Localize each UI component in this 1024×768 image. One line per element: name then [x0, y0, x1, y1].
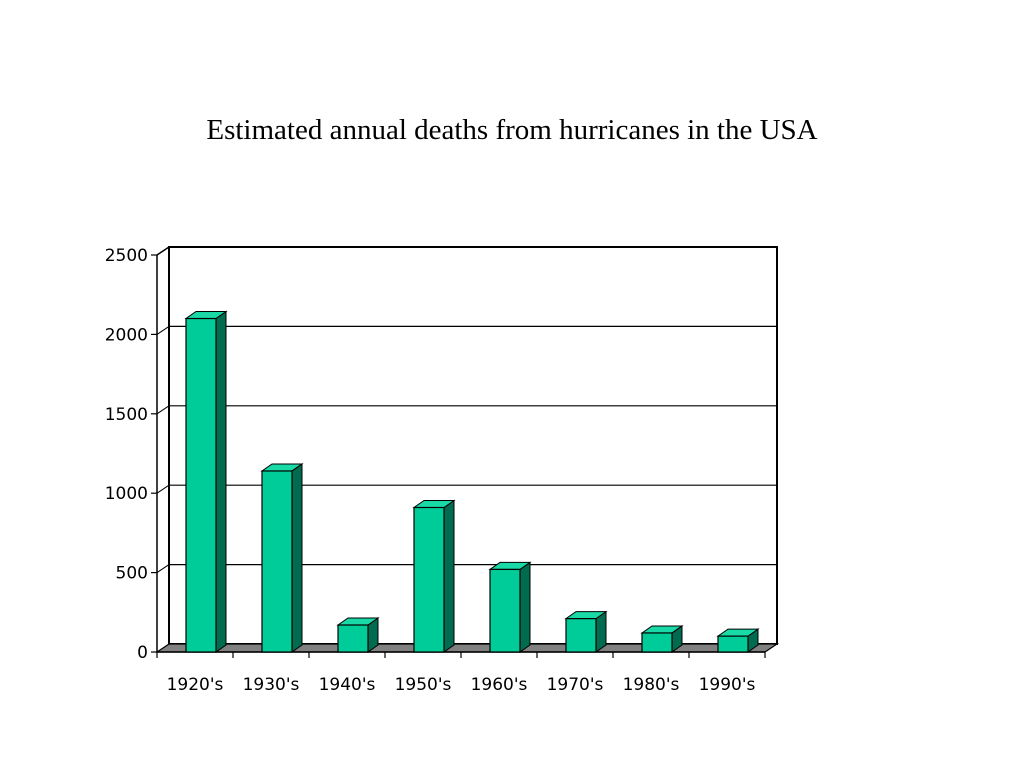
bar: [336, 617, 380, 653]
chart-back-wall: [156, 246, 778, 645]
side-wall-top-edge: [156, 246, 170, 256]
x-tick-label: 1960's: [471, 675, 528, 695]
bar-side: [291, 463, 303, 653]
bar: [640, 624, 684, 653]
bar: [488, 561, 532, 653]
gridline-side: [156, 564, 170, 574]
gridlines: [156, 325, 777, 574]
x-axis: 1920's 1930's 1940's 1950's 1960's 1970's 1980…: [156, 651, 766, 695]
y-tick-label: 2000: [105, 325, 148, 345]
y-axis: 0 500 1000 1500 2000 2500: [105, 246, 158, 663]
y-tick-label: 2500: [105, 246, 148, 266]
bar-side: [519, 561, 531, 653]
chart-title: Estimated annual deaths from hurricanes …: [206, 114, 818, 146]
y-tick-label: 0: [137, 643, 148, 663]
floor-plane: [155, 643, 779, 653]
y-tick-label: 1000: [105, 484, 148, 504]
bars: [184, 310, 760, 653]
bar-front: [413, 506, 445, 653]
x-tick-label: 1970's: [547, 675, 604, 695]
bar-side: [215, 310, 227, 653]
gridline-side: [156, 484, 170, 494]
bar-front: [489, 568, 521, 653]
y-tick-label: 500: [116, 564, 148, 584]
bar-front: [641, 632, 673, 653]
bar-front: [717, 635, 749, 653]
bar: [564, 610, 608, 653]
x-tick-label: 1940's: [319, 675, 376, 695]
bar-front: [565, 618, 597, 653]
x-tick-label: 1920's: [167, 675, 224, 695]
x-tick-label: 1930's: [243, 675, 300, 695]
back-wall-frame: [168, 246, 778, 645]
gridline-side: [156, 405, 170, 415]
bar-front: [337, 624, 369, 653]
bar: [260, 463, 304, 653]
bar-side: [443, 499, 455, 653]
gridline-side: [156, 325, 170, 335]
bar-front: [185, 317, 217, 653]
y-tick-label: 1500: [105, 405, 148, 425]
x-tick-label: 1980's: [623, 675, 680, 695]
x-tick-label: 1950's: [395, 675, 452, 695]
bar: [412, 499, 456, 653]
x-tick-label: 1990's: [699, 675, 756, 695]
chart-floor: [155, 643, 779, 653]
bar: [184, 310, 228, 653]
bar-front: [261, 470, 293, 653]
bar: [716, 628, 760, 653]
